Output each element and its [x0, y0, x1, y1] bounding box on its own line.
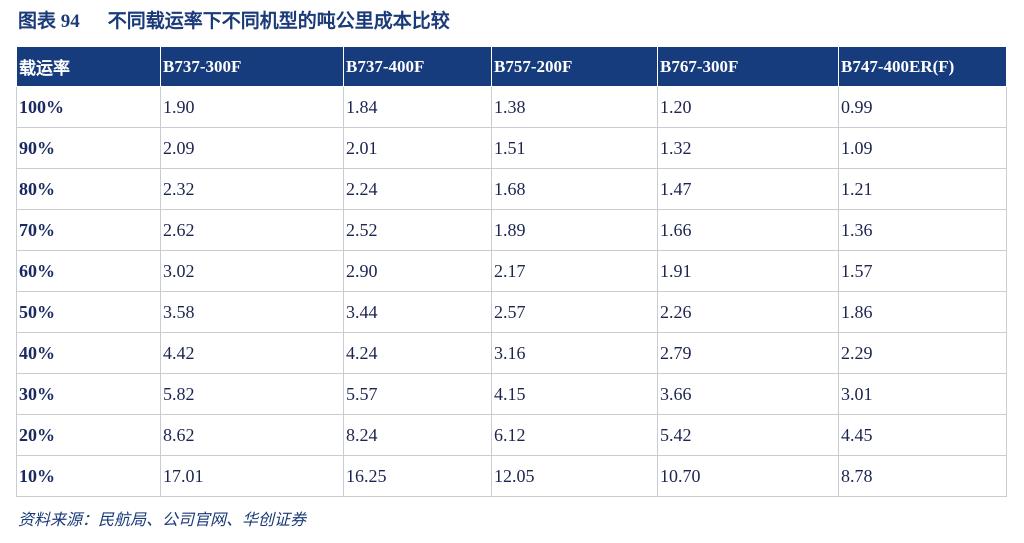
table-row: 80% 2.32 2.24 1.68 1.47 1.21 [16, 168, 1007, 210]
table-cell: 1.21 [838, 168, 1007, 210]
table-row: 100% 1.90 1.84 1.38 1.20 0.99 [16, 86, 1007, 128]
column-header: B757-200F [491, 46, 658, 87]
column-header: 载运率 [16, 46, 161, 87]
table-cell: 1.51 [491, 127, 658, 169]
table-cell: 10.70 [657, 455, 839, 497]
column-header: B767-300F [657, 46, 839, 87]
table-cell: 2.01 [343, 127, 492, 169]
table-cell: 1.36 [838, 209, 1007, 251]
table-cell: 3.02 [160, 250, 344, 292]
row-header: 70% [16, 209, 161, 251]
table-cell: 2.90 [343, 250, 492, 292]
table-cell: 2.29 [838, 332, 1007, 374]
column-header: B737-300F [160, 46, 344, 87]
table-cell: 2.32 [160, 168, 344, 210]
table-cell: 1.89 [491, 209, 658, 251]
table-row: 50% 3.58 3.44 2.57 2.26 1.86 [16, 291, 1007, 333]
table-cell: 8.78 [838, 455, 1007, 497]
table-cell: 12.05 [491, 455, 658, 497]
table-row: 30% 5.82 5.57 4.15 3.66 3.01 [16, 373, 1007, 415]
table-cell: 3.66 [657, 373, 839, 415]
table-cell: 3.44 [343, 291, 492, 333]
table-cell: 1.68 [491, 168, 658, 210]
table-cell: 6.12 [491, 414, 658, 456]
figure-title: 图表 94 不同载运率下不同机型的吨公里成本比较 [18, 6, 450, 32]
row-header: 40% [16, 332, 161, 374]
row-header: 60% [16, 250, 161, 292]
table-cell: 17.01 [160, 455, 344, 497]
table-cell: 1.66 [657, 209, 839, 251]
table-body: 100% 1.90 1.84 1.38 1.20 0.99 90% 2.09 2.01 1.51 1… [16, 86, 1007, 497]
table-cell: 4.15 [491, 373, 658, 415]
table-row: 90% 2.09 2.01 1.51 1.32 1.09 [16, 127, 1007, 169]
table-cell: 1.57 [838, 250, 1007, 292]
table-cell: 4.45 [838, 414, 1007, 456]
table-row: 70% 2.62 2.52 1.89 1.66 1.36 [16, 209, 1007, 251]
row-header: 20% [16, 414, 161, 456]
column-header: B747-400ER(F) [838, 46, 1007, 87]
table-cell: 1.38 [491, 86, 658, 128]
cost-table: 载运率 B737-300F B737-400F B757-200F B767-300F B… [16, 46, 1007, 497]
row-header: 10% [16, 455, 161, 497]
figure-caption: 不同载运率下不同机型的吨公里成本比较 [107, 11, 450, 32]
table-cell: 2.17 [491, 250, 658, 292]
table-cell: 5.57 [343, 373, 492, 415]
row-header: 90% [16, 127, 161, 169]
row-header: 100% [16, 86, 161, 128]
table-cell: 1.09 [838, 127, 1007, 169]
table-row: 20% 8.62 8.24 6.12 5.42 4.45 [16, 414, 1007, 456]
table-cell: 3.58 [160, 291, 344, 333]
row-header: 30% [16, 373, 161, 415]
table-cell: 5.42 [657, 414, 839, 456]
table-cell: 2.09 [160, 127, 344, 169]
header-row: 载运率 B737-300F B737-400F B757-200F B767-300F B… [16, 46, 1007, 87]
row-header: 80% [16, 168, 161, 210]
table-row: 60% 3.02 2.90 2.17 1.91 1.57 [16, 250, 1007, 292]
table-cell: 1.47 [657, 168, 839, 210]
source-note: 资料来源：民航局、公司官网、华创证券 [18, 512, 307, 529]
figure-label: 图表 94 [18, 11, 80, 32]
table-row: 40% 4.42 4.24 3.16 2.79 2.29 [16, 332, 1007, 374]
row-header: 50% [16, 291, 161, 333]
table-cell: 2.62 [160, 209, 344, 251]
table-cell: 1.32 [657, 127, 839, 169]
table-cell: 2.79 [657, 332, 839, 374]
table-cell: 4.24 [343, 332, 492, 374]
table-cell: 2.52 [343, 209, 492, 251]
table-cell: 4.42 [160, 332, 344, 374]
table-cell: 3.01 [838, 373, 1007, 415]
table-cell: 1.86 [838, 291, 1007, 333]
table-cell: 1.84 [343, 86, 492, 128]
table-cell: 2.26 [657, 291, 839, 333]
table-row: 10% 17.01 16.25 12.05 10.70 8.78 [16, 455, 1007, 497]
table-cell: 1.20 [657, 86, 839, 128]
table-cell: 2.24 [343, 168, 492, 210]
table-cell: 1.91 [657, 250, 839, 292]
column-header: B737-400F [343, 46, 492, 87]
table-cell: 8.62 [160, 414, 344, 456]
table-cell: 8.24 [343, 414, 492, 456]
table-cell: 1.90 [160, 86, 344, 128]
table-cell: 2.57 [491, 291, 658, 333]
table-cell: 16.25 [343, 455, 492, 497]
table-cell: 5.82 [160, 373, 344, 415]
table-cell: 3.16 [491, 332, 658, 374]
table-cell: 0.99 [838, 86, 1007, 128]
